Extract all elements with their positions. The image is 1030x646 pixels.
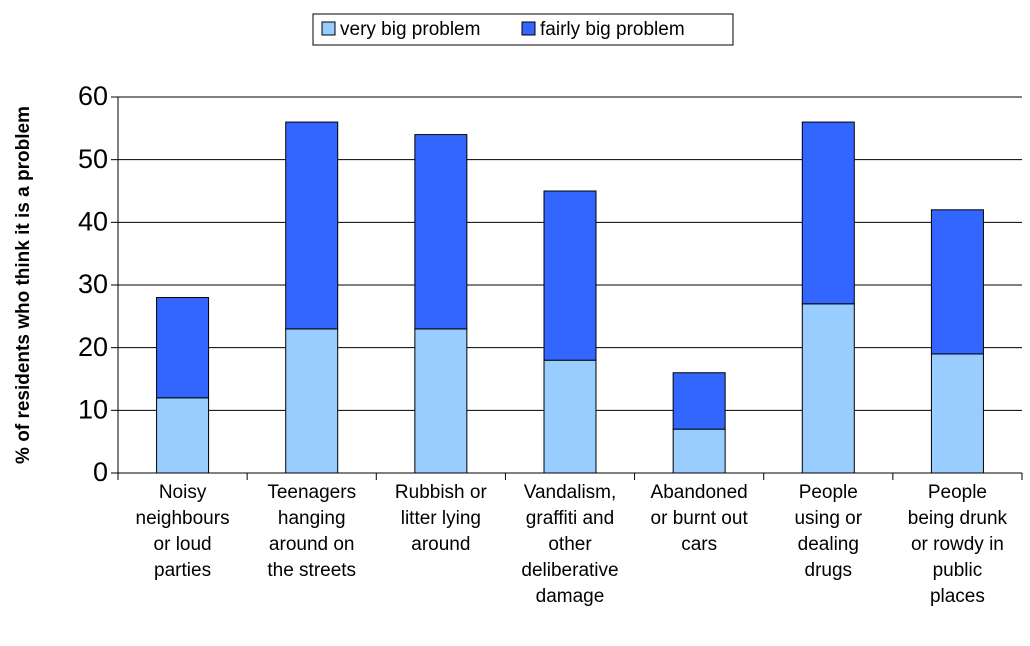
y-tick-label: 20 <box>78 332 108 362</box>
y-tick-label: 0 <box>93 457 108 487</box>
bar-segment <box>543 190 597 361</box>
bar-segment <box>156 297 210 399</box>
y-axis-label: % of residents who think it is a problem <box>13 106 34 464</box>
legend-label: very big problem <box>340 19 480 40</box>
bar-segment <box>672 428 726 474</box>
bar-segment <box>285 328 339 474</box>
bar-segment <box>801 121 855 305</box>
bar-segment <box>543 359 597 474</box>
x-tick-label: Rubbish or litter lying around <box>395 482 488 555</box>
bar-segment <box>156 397 210 474</box>
y-tick-label: 40 <box>78 206 108 236</box>
legend-swatch <box>521 21 536 36</box>
x-tick-label: People being drunk or rowdy in public places <box>908 482 1008 607</box>
x-tick-label: Vandalism, graffiti and other deliberative d… <box>521 482 618 607</box>
y-tick-label: 10 <box>78 394 108 424</box>
y-tick-label: 60 <box>78 81 108 111</box>
y-tick-label: 30 <box>78 269 108 299</box>
legend-label: fairly big problem <box>540 19 685 40</box>
bar-segment <box>672 372 726 430</box>
y-tick-label: 50 <box>78 144 108 174</box>
bar-segment <box>930 209 984 355</box>
bar-segment <box>285 121 339 330</box>
legend-swatch <box>321 21 336 36</box>
bar-segment <box>930 353 984 474</box>
x-tick-label: Noisy neighbours or loud parties <box>136 482 230 581</box>
x-tick-label: Teenagers hanging around on the streets <box>267 482 356 581</box>
x-tick-label: People using or dealing drugs <box>794 482 862 581</box>
bar-segment <box>801 303 855 474</box>
x-tick-label: Abandoned or burnt out cars <box>651 482 749 555</box>
bar-segment <box>414 134 468 330</box>
bar-segment <box>414 328 468 474</box>
